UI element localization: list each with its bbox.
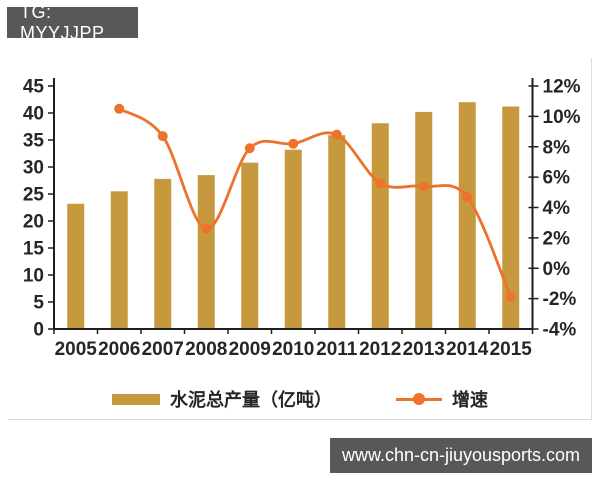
left-tick-label: 15 [23, 239, 45, 260]
watermark-badge: TG: MYYJJPP [7, 2, 138, 43]
legend-label-production: 水泥总产量（亿吨） [170, 390, 332, 410]
left-tick-label: 5 [33, 293, 44, 314]
left-tick-label: 35 [23, 131, 45, 152]
footer-url-bar: www.chn-cn-jiuyousports.com [330, 438, 592, 473]
line-point-2010 [288, 138, 299, 149]
line-point-2014 [462, 191, 473, 202]
line-point-2007 [157, 131, 168, 142]
left-tick-label: 40 [23, 104, 44, 125]
bar-series-swatch [112, 393, 160, 405]
bar-2009 [241, 162, 259, 329]
x-category-label: 2011 [316, 339, 358, 360]
left-tick-label: 25 [23, 185, 45, 206]
x-category-label: 2008 [185, 339, 227, 360]
right-tick-label: -4% [543, 320, 577, 341]
left-tick-label: 30 [23, 158, 44, 179]
right-tick-label: 12% [543, 77, 581, 98]
legend-item-production: 水泥总产量（亿吨） [112, 386, 332, 412]
line-swatch-dot [413, 393, 425, 405]
legend-label-growth: 增速 [452, 390, 488, 410]
bar-2011 [328, 135, 346, 329]
x-category-label: 2014 [446, 339, 489, 360]
legend-item-growth: 增速 [396, 386, 488, 412]
x-category-label: 2010 [272, 339, 314, 360]
left-tick-label: 20 [23, 212, 44, 233]
bar-2007 [154, 178, 172, 329]
bar-2008 [197, 175, 215, 329]
bar-2012 [371, 123, 389, 329]
line-series-swatch [396, 393, 442, 405]
chart-image-border [8, 58, 592, 420]
right-tick-label: 10% [543, 107, 581, 128]
line-point-2012 [375, 178, 386, 189]
right-tick-label: 4% [543, 198, 571, 219]
left-tick-label: 0 [33, 320, 44, 341]
x-category-label: 2009 [229, 339, 271, 360]
x-category-label: 2015 [490, 339, 533, 360]
right-tick-label: -2% [543, 289, 577, 310]
line-point-2015 [505, 292, 516, 303]
line-point-2006 [114, 103, 125, 114]
bar-2005 [67, 203, 85, 329]
x-category-label: 2005 [55, 339, 98, 360]
right-tick-label: 6% [543, 168, 571, 189]
line-point-2013 [418, 181, 429, 192]
x-category-label: 2013 [403, 339, 445, 360]
right-tick-label: 8% [543, 137, 571, 158]
right-tick-label: 2% [543, 228, 571, 249]
bar-2010 [284, 149, 302, 329]
x-category-label: 2006 [98, 339, 140, 360]
bar-2015 [502, 106, 520, 329]
chart-legend: 水泥总产量（亿吨） 增速 [0, 386, 600, 412]
line-point-2011 [331, 129, 342, 140]
x-category-label: 2007 [142, 339, 184, 360]
left-tick-label: 10 [23, 266, 44, 287]
bar-2006 [110, 191, 128, 329]
line-point-2008 [201, 223, 212, 234]
growth-rate-line [118, 107, 513, 298]
cement-production-combo-chart: 0 5 10 15 20 25 30 35 40 45 -4% -2% 0% 2% 4% 6% 8% 10% 12%… [23, 77, 581, 361]
bar-2014 [458, 102, 476, 329]
right-tick-label: 0% [543, 259, 571, 280]
bar-2013 [415, 111, 433, 329]
x-category-label: 2012 [359, 339, 401, 360]
left-tick-label: 45 [23, 77, 45, 98]
line-point-2009 [244, 143, 255, 154]
